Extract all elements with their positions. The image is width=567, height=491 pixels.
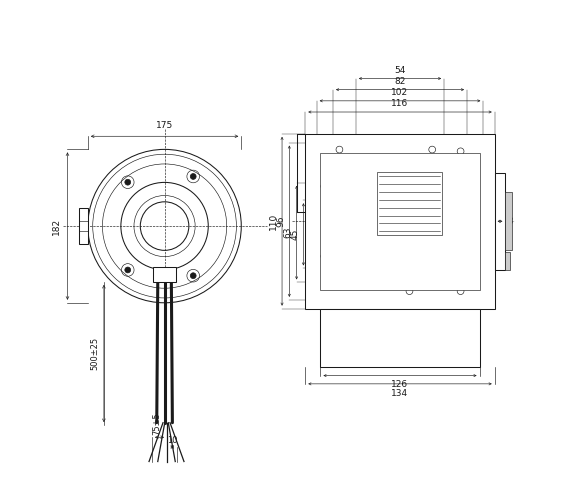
Circle shape (191, 273, 196, 278)
Bar (79, 208, 88, 245)
Bar (505, 252, 510, 270)
Bar (494, 173, 505, 270)
Text: 63: 63 (284, 227, 293, 238)
Circle shape (125, 179, 130, 185)
Text: 75±5: 75±5 (153, 412, 162, 435)
Bar (306, 134, 494, 309)
Bar (377, 172, 442, 235)
Text: 175: 175 (156, 121, 173, 131)
Text: 134: 134 (391, 389, 409, 398)
Bar (320, 153, 480, 290)
Text: 45: 45 (290, 229, 299, 240)
Bar (320, 309, 480, 367)
Bar (153, 267, 176, 282)
Circle shape (125, 267, 130, 273)
Bar (505, 192, 512, 250)
Text: 54: 54 (394, 66, 406, 75)
Text: 82: 82 (394, 77, 406, 86)
Text: 10: 10 (167, 436, 177, 445)
Text: 126: 126 (391, 381, 409, 389)
Text: 116: 116 (391, 99, 409, 108)
Text: 110: 110 (269, 213, 278, 230)
Circle shape (191, 173, 196, 179)
Text: 182: 182 (52, 218, 61, 235)
Text: 3: 3 (507, 217, 513, 226)
Text: 500±25: 500±25 (90, 337, 99, 370)
Text: 102: 102 (391, 88, 409, 97)
Text: 96: 96 (277, 216, 285, 227)
